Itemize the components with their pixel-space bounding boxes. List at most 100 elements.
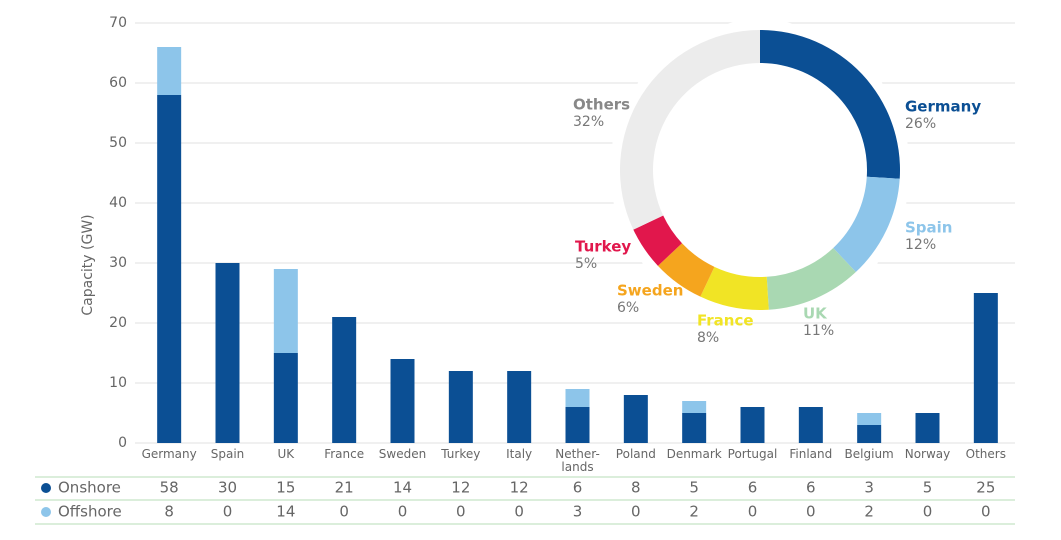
- bar-segment: [682, 401, 707, 413]
- y-tick-label: 0: [118, 435, 127, 451]
- table-value: 14: [393, 479, 412, 497]
- bar-segment: [448, 371, 473, 443]
- donut-slice: [766, 247, 856, 310]
- table-value: 0: [806, 503, 816, 521]
- table-value: 8: [631, 479, 641, 497]
- bar-segment: [157, 95, 182, 443]
- x-tick-label: Germany: [141, 447, 197, 461]
- table-value: 0: [514, 503, 524, 521]
- x-tick-label: Finland: [789, 447, 833, 461]
- table-value: 0: [398, 503, 408, 521]
- bar-segment: [857, 413, 882, 425]
- table-value: 6: [748, 479, 758, 497]
- donut-slice: [657, 243, 715, 297]
- slice-label: 6%: [617, 300, 639, 316]
- bar-segment: [973, 293, 998, 443]
- table-value: 2: [689, 503, 699, 521]
- y-tick-label: 40: [109, 195, 127, 211]
- y-tick-label: 70: [109, 15, 127, 31]
- slice-label: 5%: [575, 256, 597, 272]
- x-tick-label: Portugal: [727, 447, 778, 461]
- slice-label: 26%: [905, 116, 936, 132]
- table-value: 6: [806, 479, 816, 497]
- bar-segment: [507, 371, 532, 443]
- donut-slice: [760, 30, 900, 179]
- table-value: 0: [456, 503, 466, 521]
- donut-slice: [633, 215, 683, 266]
- slice-name: Others: [573, 96, 630, 114]
- x-tick-label: Poland: [615, 447, 656, 461]
- legend-label: Onshore: [58, 479, 121, 497]
- bar-segment: [682, 413, 707, 443]
- bar-segment: [273, 269, 298, 353]
- y-tick-label: 30: [109, 255, 127, 271]
- table-value: 0: [631, 503, 641, 521]
- legend-swatch: [41, 507, 51, 517]
- x-tick-label: Turkey: [441, 447, 481, 461]
- donut-slice: [833, 176, 900, 273]
- table-value: 8: [164, 503, 174, 521]
- legend-swatch: [41, 483, 51, 493]
- table-value: 6: [573, 479, 583, 497]
- table-value: 5: [923, 479, 933, 497]
- x-tick-label: Spain: [210, 447, 245, 461]
- bar-segment: [623, 395, 648, 443]
- table-value: 12: [510, 479, 529, 497]
- table-value: 3: [864, 479, 874, 497]
- table-value: 58: [160, 479, 179, 497]
- table-value: 0: [223, 503, 233, 521]
- bar-segment: [857, 425, 882, 443]
- y-tick-label: 60: [109, 75, 127, 91]
- slice-name: Germany: [905, 98, 981, 116]
- table-value: 0: [748, 503, 758, 521]
- bar-segment: [332, 317, 357, 443]
- x-tick-label: Sweden: [378, 447, 427, 461]
- donut-slice: [700, 266, 769, 310]
- backdrop: [610, 20, 910, 320]
- table-value: 25: [976, 479, 995, 497]
- bar-segment: [798, 407, 823, 443]
- table-value: 30: [218, 479, 237, 497]
- slice-label: 12%: [905, 237, 936, 253]
- table-value: 3: [573, 503, 583, 521]
- y-tick-label: 50: [109, 135, 127, 151]
- bar-segment: [740, 407, 765, 443]
- bar-segment: [157, 47, 182, 95]
- slice-name: Sweden: [617, 282, 683, 300]
- slice-label: 11%: [803, 323, 834, 339]
- bar-segment: [273, 353, 298, 443]
- bar-segment: [390, 359, 415, 443]
- slice-name: UK: [803, 305, 828, 323]
- slice-name: Turkey: [575, 238, 631, 256]
- x-tick-label: Others: [965, 447, 1006, 461]
- x-tick-label: Nether-lands: [555, 447, 600, 474]
- slice-name: Spain: [905, 219, 952, 237]
- x-tick-label: UK: [277, 447, 295, 461]
- table-value: 12: [451, 479, 470, 497]
- bar-segment: [215, 263, 240, 443]
- slice-name: France: [697, 312, 754, 330]
- x-tick-label: Norway: [904, 447, 951, 461]
- table-value: 21: [335, 479, 354, 497]
- legend-label: Offshore: [58, 503, 122, 521]
- table-value: 0: [981, 503, 991, 521]
- donut-slice: [620, 30, 760, 230]
- bar-segment: [915, 413, 940, 443]
- bar-segment: [565, 389, 590, 407]
- table-value: 0: [923, 503, 933, 521]
- table-value: 14: [276, 503, 295, 521]
- slice-label: 8%: [697, 330, 719, 346]
- x-tick-label: France: [324, 447, 365, 461]
- y-tick-label: 20: [109, 315, 127, 331]
- slice-label: 32%: [573, 114, 604, 130]
- bar-segment: [565, 407, 590, 443]
- x-tick-label: Denmark: [666, 447, 722, 461]
- table-value: 0: [339, 503, 349, 521]
- x-tick-label: Italy: [506, 447, 533, 461]
- y-tick-label: 10: [109, 375, 127, 391]
- table-value: 5: [689, 479, 699, 497]
- table-value: 15: [276, 479, 295, 497]
- table-value: 2: [864, 503, 874, 521]
